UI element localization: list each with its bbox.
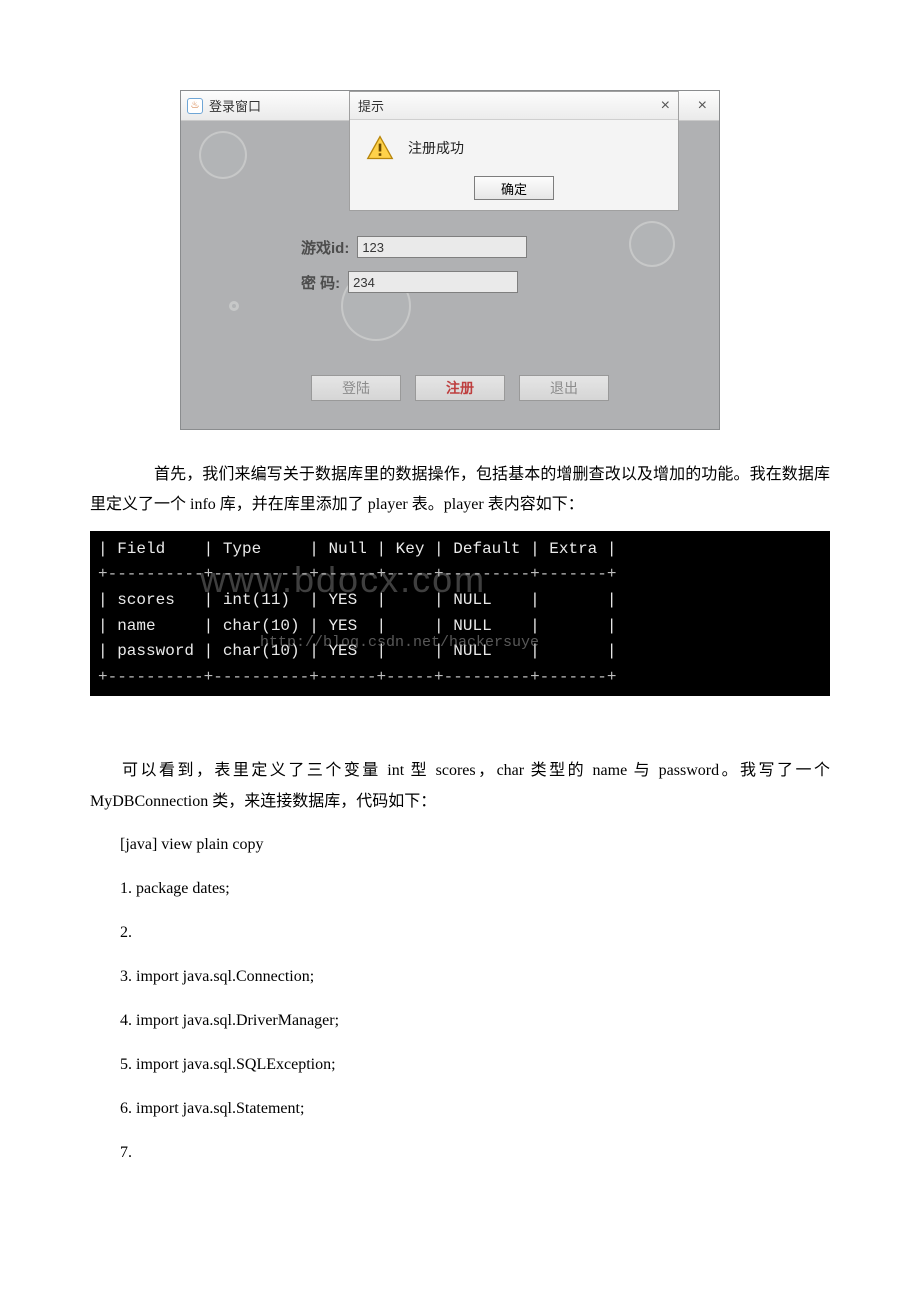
decorative-circle	[199, 131, 247, 179]
code-line: 1. package dates;	[120, 873, 830, 905]
mysql-row-name: | name | char(10) | YES | | NULL | |	[98, 614, 826, 640]
code-line: 5. import java.sql.SQLException;	[120, 1049, 830, 1081]
game-id-input[interactable]	[357, 236, 527, 258]
password-input[interactable]	[348, 271, 518, 293]
dialog-title: 提示	[358, 96, 384, 115]
login-button-row: 登陆 注册 退出	[311, 375, 609, 401]
code-line: 2.	[120, 917, 830, 949]
game-id-label: 游戏id:	[301, 237, 349, 258]
warning-icon	[366, 134, 394, 162]
decorative-circle	[629, 221, 675, 267]
password-label: 密 码:	[301, 272, 340, 293]
dialog-titlebar: 提示 ×	[350, 92, 678, 120]
mysql-row-scores: | scores | int(11) | YES | | NULL | |	[98, 588, 826, 614]
dialog-message-row: 注册成功	[366, 134, 662, 162]
code-line: 4. import java.sql.DriverManager;	[120, 1005, 830, 1037]
code-line: [java] view plain copy	[120, 829, 830, 861]
game-id-row: 游戏id:	[301, 236, 527, 258]
login-close-button[interactable]: ×	[692, 97, 713, 115]
register-button[interactable]: 注册	[415, 375, 505, 401]
paragraph-table-explain: 可以看到，表里定义了三个变量 int 型 scores，char 类型的 nam…	[90, 756, 830, 817]
mysql-describe-output: | Field | Type | Null | Key | Default | …	[90, 531, 830, 697]
desktop-strip-right	[719, 91, 720, 429]
code-line: 7.	[120, 1137, 830, 1169]
dialog-button-row: 确定	[366, 176, 662, 200]
mysql-header-row: | Field | Type | Null | Key | Default | …	[98, 537, 826, 563]
password-row: 密 码:	[301, 271, 518, 293]
message-dialog: 提示 × 注册成功 确定	[349, 91, 679, 211]
code-line: 3. import java.sql.Connection;	[120, 961, 830, 993]
paragraph-database-intro: 首先，我们来编写关于数据库里的数据操作，包括基本的增删查改以及增加的功能。我在数…	[90, 460, 830, 521]
login-window: ʀ ♨ 登录窗口 × 游戏id: 密 码: 登陆 注册 退出	[180, 90, 720, 430]
login-button[interactable]: 登陆	[311, 375, 401, 401]
java-cup-icon: ♨	[187, 98, 203, 114]
dialog-message-text: 注册成功	[408, 138, 464, 158]
decorative-circle	[229, 301, 239, 311]
login-screenshot-figure: ʀ ♨ 登录窗口 × 游戏id: 密 码: 登陆 注册 退出	[180, 90, 740, 430]
mysql-separator: +----------+----------+------+-----+----…	[98, 665, 826, 691]
code-line: 6. import java.sql.Statement;	[120, 1093, 830, 1125]
exit-button[interactable]: 退出	[519, 375, 609, 401]
dialog-ok-button[interactable]: 确定	[474, 176, 554, 200]
mysql-row-password: | password | char(10) | YES | | NULL | |	[98, 639, 826, 665]
dialog-body: 注册成功 确定	[350, 120, 678, 210]
mysql-separator: +----------+----------+------+-----+----…	[98, 562, 826, 588]
login-title: 登录窗口	[209, 96, 261, 115]
dialog-close-button[interactable]: ×	[661, 97, 670, 115]
